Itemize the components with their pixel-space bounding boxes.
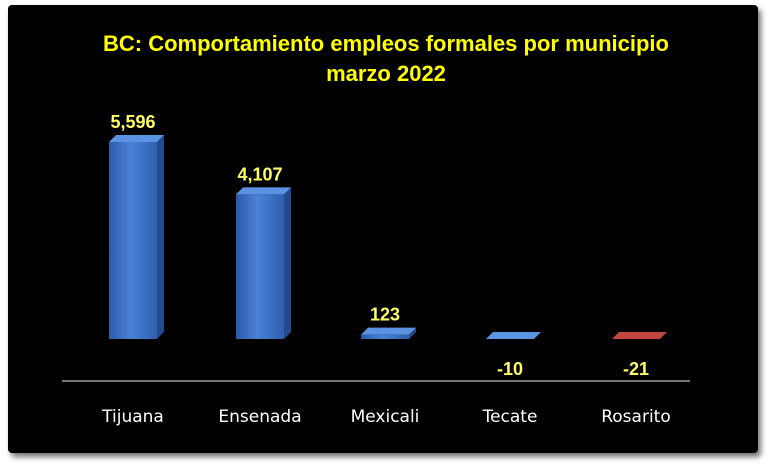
bar-top bbox=[486, 332, 541, 339]
x-tick-label-rosarito: Rosarito bbox=[601, 407, 671, 427]
bar-tecate bbox=[486, 332, 541, 339]
data-label-mexicali: 123 bbox=[370, 305, 400, 325]
x-tick-label-tijuana: Tijuana bbox=[101, 407, 164, 427]
bar-side bbox=[157, 135, 164, 339]
bar-top bbox=[109, 135, 164, 142]
x-tick-label-tecate: Tecate bbox=[482, 407, 538, 427]
bar-ensenada bbox=[236, 187, 291, 339]
x-tick-labels-group: Tijuana Ensenada Mexicali Tecate Rosarito bbox=[101, 407, 671, 427]
bar-side bbox=[284, 187, 291, 339]
data-label-ensenada: 4,107 bbox=[237, 164, 282, 184]
chart-title: BC: Comportamiento empleos formales por … bbox=[103, 31, 669, 56]
bar-top bbox=[361, 327, 416, 335]
data-labels-group: 5,596 4,107 123 -10 -21 bbox=[110, 112, 649, 379]
bar-rosarito bbox=[612, 332, 667, 339]
bar-front bbox=[361, 334, 409, 339]
data-label-tijuana: 5,596 bbox=[110, 112, 155, 132]
bar-top bbox=[612, 332, 667, 339]
bar-mexicali bbox=[361, 327, 416, 339]
data-label-rosarito: -21 bbox=[623, 359, 649, 379]
x-tick-label-mexicali: Mexicali bbox=[351, 407, 420, 427]
bar-front bbox=[109, 142, 157, 339]
bars-group bbox=[109, 135, 667, 339]
bar-front bbox=[236, 194, 284, 339]
bar-side bbox=[409, 327, 416, 339]
data-label-tecate: -10 bbox=[497, 359, 523, 379]
chart-subtitle: marzo 2022 bbox=[326, 61, 446, 86]
bar-tijuana bbox=[109, 135, 164, 339]
x-tick-label-ensenada: Ensenada bbox=[218, 407, 301, 427]
bar-top bbox=[236, 187, 291, 195]
